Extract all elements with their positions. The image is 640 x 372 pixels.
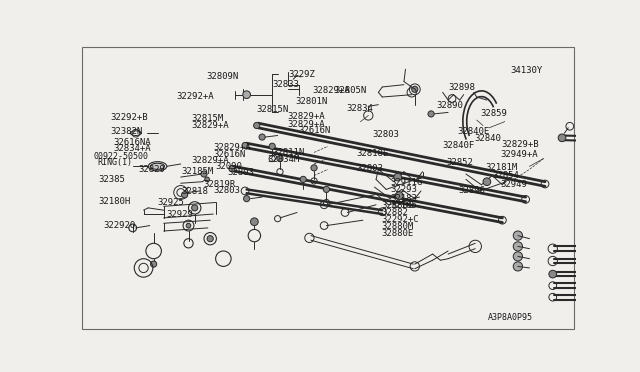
Text: 32292+C: 32292+C [381,215,419,224]
Text: 32882: 32882 [381,208,408,217]
Text: 32292Q: 32292Q [104,221,136,230]
Text: 32803: 32803 [372,129,399,138]
Text: 32805N: 32805N [334,86,366,95]
Text: 32809N: 32809N [207,72,239,81]
Circle shape [201,171,207,177]
Circle shape [396,192,403,199]
Circle shape [186,223,191,228]
Circle shape [191,205,198,211]
Circle shape [311,165,317,171]
Circle shape [558,134,566,142]
Text: 32834+A: 32834+A [114,144,151,153]
Text: 32829+A: 32829+A [191,156,229,165]
Text: 32616NA: 32616NA [114,138,151,147]
Text: 32181M: 32181M [486,163,518,172]
Text: 32829+B: 32829+B [502,140,540,150]
Circle shape [608,271,614,277]
Circle shape [513,262,522,271]
Text: 32829+A: 32829+A [312,86,349,95]
Circle shape [323,186,330,192]
Circle shape [394,173,402,181]
Text: 32888G: 32888G [381,201,414,210]
Text: 32840E: 32840E [457,126,489,136]
Text: 32818: 32818 [182,187,209,196]
Circle shape [513,242,522,251]
Circle shape [513,231,522,240]
Circle shape [242,142,248,148]
Text: 32859: 32859 [481,109,508,118]
Text: 32616N: 32616N [298,126,330,135]
Text: 32803: 32803 [228,169,255,177]
Text: 32803: 32803 [213,186,240,195]
Text: 32880M: 32880M [381,222,414,231]
Circle shape [253,122,260,129]
Text: 32854: 32854 [493,171,520,180]
Text: 32818E: 32818E [356,149,389,158]
Text: 32293: 32293 [390,185,417,194]
Text: 32929: 32929 [167,210,194,219]
Text: 32819R: 32819R [203,180,236,189]
Text: 32949+A: 32949+A [500,150,538,158]
Text: 32829: 32829 [138,165,165,174]
Text: 32834: 32834 [347,104,374,113]
Circle shape [412,86,418,92]
Circle shape [243,91,250,99]
Text: 3229Z: 3229Z [289,70,315,79]
Text: 32801N: 32801N [296,97,328,106]
Ellipse shape [150,163,164,169]
Text: 32911G: 32911G [390,178,422,187]
Circle shape [428,111,434,117]
Text: 32833: 32833 [273,80,300,89]
Text: 32382N: 32382N [111,126,143,136]
Text: 32840F: 32840F [442,141,474,150]
Text: 32292+A: 32292+A [177,92,214,101]
Circle shape [300,176,307,183]
Circle shape [269,143,275,150]
Text: 32829+A: 32829+A [287,120,325,129]
Text: 32385: 32385 [99,175,125,184]
Text: 34130Y: 34130Y [511,67,543,76]
Text: 32840: 32840 [474,134,501,143]
Circle shape [549,270,557,278]
Text: 32834M: 32834M [268,155,300,164]
Text: 00922-50500: 00922-50500 [94,153,149,161]
Text: 32292+B: 32292+B [111,113,148,122]
Text: 32815M: 32815M [191,114,224,123]
Circle shape [150,261,157,267]
Text: 32829+A: 32829+A [287,112,325,121]
Text: 32090: 32090 [215,162,242,171]
Text: 32949: 32949 [500,180,527,189]
Text: 32815N: 32815N [256,105,289,113]
Circle shape [277,155,283,162]
Circle shape [250,218,259,225]
Circle shape [588,246,595,252]
Circle shape [182,192,188,198]
Circle shape [483,178,491,186]
Text: 32803: 32803 [356,164,383,173]
Text: A3P8A0P95: A3P8A0P95 [488,313,532,322]
Circle shape [207,235,213,242]
Text: 32896: 32896 [458,186,485,195]
Text: 32185: 32185 [390,201,417,209]
Text: 32925: 32925 [157,198,184,207]
Circle shape [229,166,235,172]
Text: 32829+A: 32829+A [213,143,250,152]
Circle shape [513,252,522,261]
Circle shape [205,177,209,182]
Text: 32829+A: 32829+A [191,121,229,130]
Text: 32185M: 32185M [182,167,214,176]
Text: 32180H: 32180H [99,197,131,206]
Text: 32852: 32852 [446,158,473,167]
Text: RING(1): RING(1) [97,158,132,167]
Text: 32880E: 32880E [381,229,414,238]
Circle shape [244,196,250,202]
Text: 32183: 32183 [390,194,417,203]
Text: 32898: 32898 [448,83,475,92]
Text: 32616N: 32616N [213,150,245,158]
Text: 32890: 32890 [436,101,463,110]
Circle shape [259,134,265,140]
Text: 32811N: 32811N [273,148,305,157]
